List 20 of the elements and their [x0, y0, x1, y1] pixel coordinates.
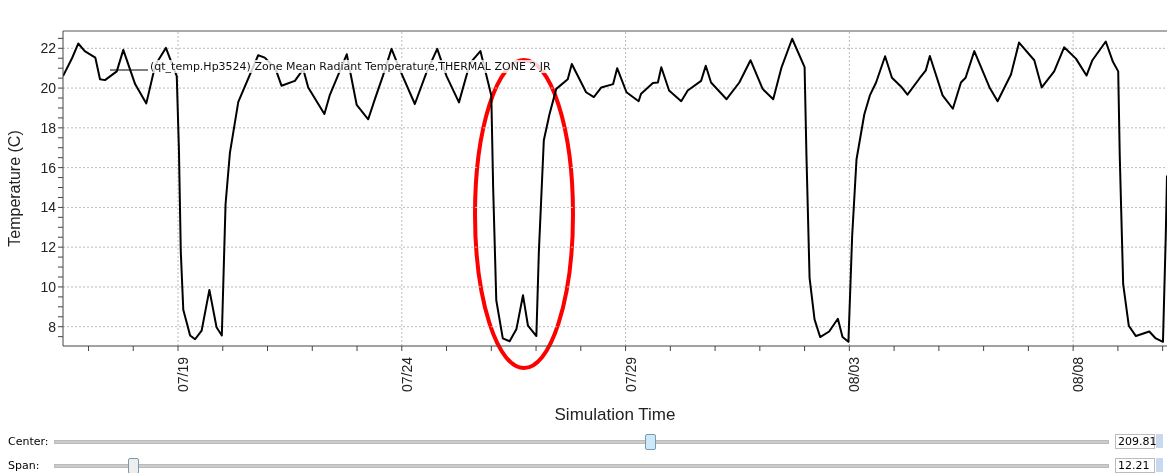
y-tick-label: 8: [48, 318, 57, 335]
y-tick-label: 14: [40, 199, 57, 216]
y-tick-label: 22: [40, 40, 57, 57]
text: 12.21: [1115, 457, 1155, 473]
y-tick-label: 20: [40, 80, 57, 97]
text: Span:: [8, 458, 41, 472]
y-tick-label: 12: [40, 239, 57, 256]
x-tick-label: 08/08: [1070, 356, 1087, 393]
x-tick-label: 07/19: [174, 356, 191, 393]
text: 209.81: [1115, 433, 1157, 449]
y-tick-label: 10: [40, 278, 57, 295]
x-tick-label: 07/29: [622, 356, 639, 393]
legend-label: (qt_temp.Hp3524) Zone Mean Radiant Temperature,THERMAL ZONE 2 JR: [150, 60, 551, 73]
x-axis-title: Simulation Time: [554, 405, 676, 424]
x-tick-label: 08/03: [846, 356, 863, 393]
text: Center:: [8, 434, 49, 448]
y-tick-label: 16: [40, 159, 57, 176]
y-tick-label: 18: [40, 119, 57, 136]
x-tick-label: 07/24: [398, 356, 415, 393]
y-axis-title: Temperature (C): [5, 130, 23, 247]
